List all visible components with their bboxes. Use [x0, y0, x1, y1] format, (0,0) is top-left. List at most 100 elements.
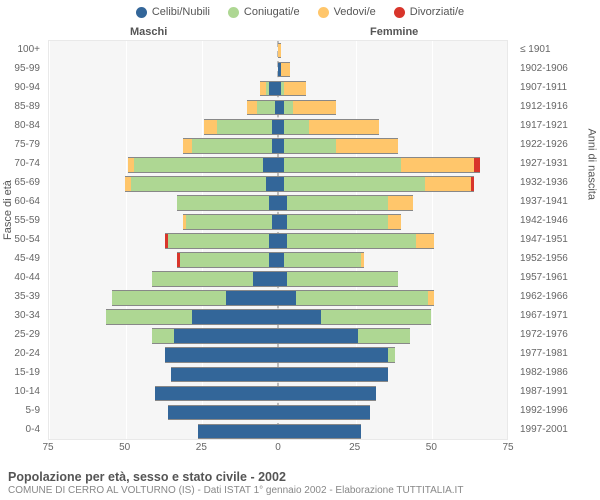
- bar-segment: [416, 233, 434, 249]
- year-label: 1912-1916: [520, 101, 568, 112]
- bar-segment: [198, 424, 278, 440]
- bar-segment: [192, 138, 272, 154]
- bar-segment: [171, 367, 278, 383]
- age-label: 0-4: [26, 424, 40, 435]
- bar-segment: [192, 309, 278, 325]
- bar-segment: [296, 290, 428, 306]
- bar-segment: [278, 233, 287, 249]
- bar-segment: [278, 309, 321, 325]
- bar-segment: [388, 347, 394, 363]
- legend-label: Divorziati/e: [410, 6, 464, 18]
- year-label: 1992-1996: [520, 405, 568, 416]
- age-label: 30-34: [14, 310, 40, 321]
- bar-segment: [226, 290, 278, 306]
- x-tick-label: 75: [42, 442, 53, 453]
- bar-segment: [471, 176, 474, 192]
- pyramid-row: [49, 328, 507, 344]
- year-label: 1977-1981: [520, 348, 568, 359]
- bar-segment: [278, 386, 376, 402]
- bar-segment: [474, 157, 480, 173]
- year-label: 1902-1906: [520, 63, 568, 74]
- x-axis-labels: 7550250255075: [48, 442, 508, 456]
- bar-segment: [152, 271, 253, 287]
- bar-segment: [388, 195, 413, 211]
- year-label: 1942-1946: [520, 215, 568, 226]
- x-tick-label: 25: [196, 442, 207, 453]
- bar-segment: [278, 271, 287, 287]
- pyramid-row: [49, 405, 507, 421]
- bar-segment: [287, 214, 388, 230]
- age-label: 60-64: [14, 196, 40, 207]
- year-label: 1967-1971: [520, 310, 568, 321]
- bar-segment: [217, 119, 272, 135]
- bar-segment: [284, 252, 361, 268]
- bar-segment: [287, 233, 416, 249]
- legend-label: Vedovi/e: [334, 6, 376, 18]
- bar-segment: [180, 252, 269, 268]
- bar-segment: [269, 233, 278, 249]
- age-label: 80-84: [14, 120, 40, 131]
- pyramid-row: [49, 309, 507, 325]
- pyramid-row: [49, 62, 507, 78]
- x-tick-label: 75: [502, 442, 513, 453]
- age-label: 65-69: [14, 177, 40, 188]
- bar-segment: [278, 405, 370, 421]
- plot-area: [48, 40, 508, 440]
- bar-segment: [266, 176, 278, 192]
- legend-item: Divorziati/e: [394, 6, 464, 18]
- age-label: 25-29: [14, 329, 40, 340]
- bar-segment: [401, 157, 475, 173]
- year-label: 1907-1911: [520, 82, 567, 93]
- bar-segment: [284, 157, 401, 173]
- age-label: 40-44: [14, 272, 40, 283]
- bar-segment: [247, 100, 256, 116]
- age-label: 100+: [17, 44, 40, 55]
- age-label: 45-49: [14, 253, 40, 264]
- year-label: 1987-1991: [520, 386, 568, 397]
- bar-segment: [425, 176, 471, 192]
- age-label: 70-74: [14, 158, 40, 169]
- age-label: 75-79: [14, 139, 40, 150]
- legend-swatch: [136, 7, 147, 18]
- bar-segment: [278, 290, 296, 306]
- bar-segment: [186, 214, 272, 230]
- age-label: 90-94: [14, 82, 40, 93]
- age-label: 85-89: [14, 101, 40, 112]
- pyramid-row: [49, 347, 507, 363]
- year-label: 1972-1976: [520, 329, 568, 340]
- bar-segment: [155, 386, 278, 402]
- pyramid-row: [49, 43, 507, 59]
- age-label: 15-19: [14, 367, 40, 378]
- legend-item: Coniugati/e: [228, 6, 300, 18]
- bar-segment: [358, 328, 410, 344]
- bar-segment: [278, 367, 388, 383]
- pyramid-row: [49, 119, 507, 135]
- bar-segment: [152, 328, 173, 344]
- bar-segment: [183, 138, 192, 154]
- legend-swatch: [228, 7, 239, 18]
- year-label: 1932-1936: [520, 177, 568, 188]
- legend-label: Celibi/Nubili: [152, 6, 210, 18]
- bar-segment: [278, 214, 287, 230]
- bar-segment: [168, 405, 278, 421]
- bar-segment: [263, 157, 278, 173]
- year-label: 1952-1956: [520, 253, 568, 264]
- age-labels: 100+95-9990-9485-8980-8475-7970-7465-696…: [0, 40, 44, 440]
- pyramid-row: [49, 214, 507, 230]
- bar-segment: [284, 81, 305, 97]
- bar-segment: [106, 309, 192, 325]
- bar-segment: [287, 271, 397, 287]
- bar-segment: [269, 195, 278, 211]
- bar-segment: [281, 62, 290, 78]
- pyramid-row: [49, 195, 507, 211]
- year-label: 1962-1966: [520, 291, 568, 302]
- bar-segment: [293, 100, 336, 116]
- year-label: 1927-1931: [520, 158, 568, 169]
- bar-segment: [112, 290, 225, 306]
- bar-segment: [321, 309, 431, 325]
- legend-swatch: [318, 7, 329, 18]
- year-label: ≤ 1901: [520, 44, 551, 55]
- bar-segment: [165, 347, 278, 363]
- bar-segment: [269, 252, 278, 268]
- x-tick-label: 0: [275, 442, 281, 453]
